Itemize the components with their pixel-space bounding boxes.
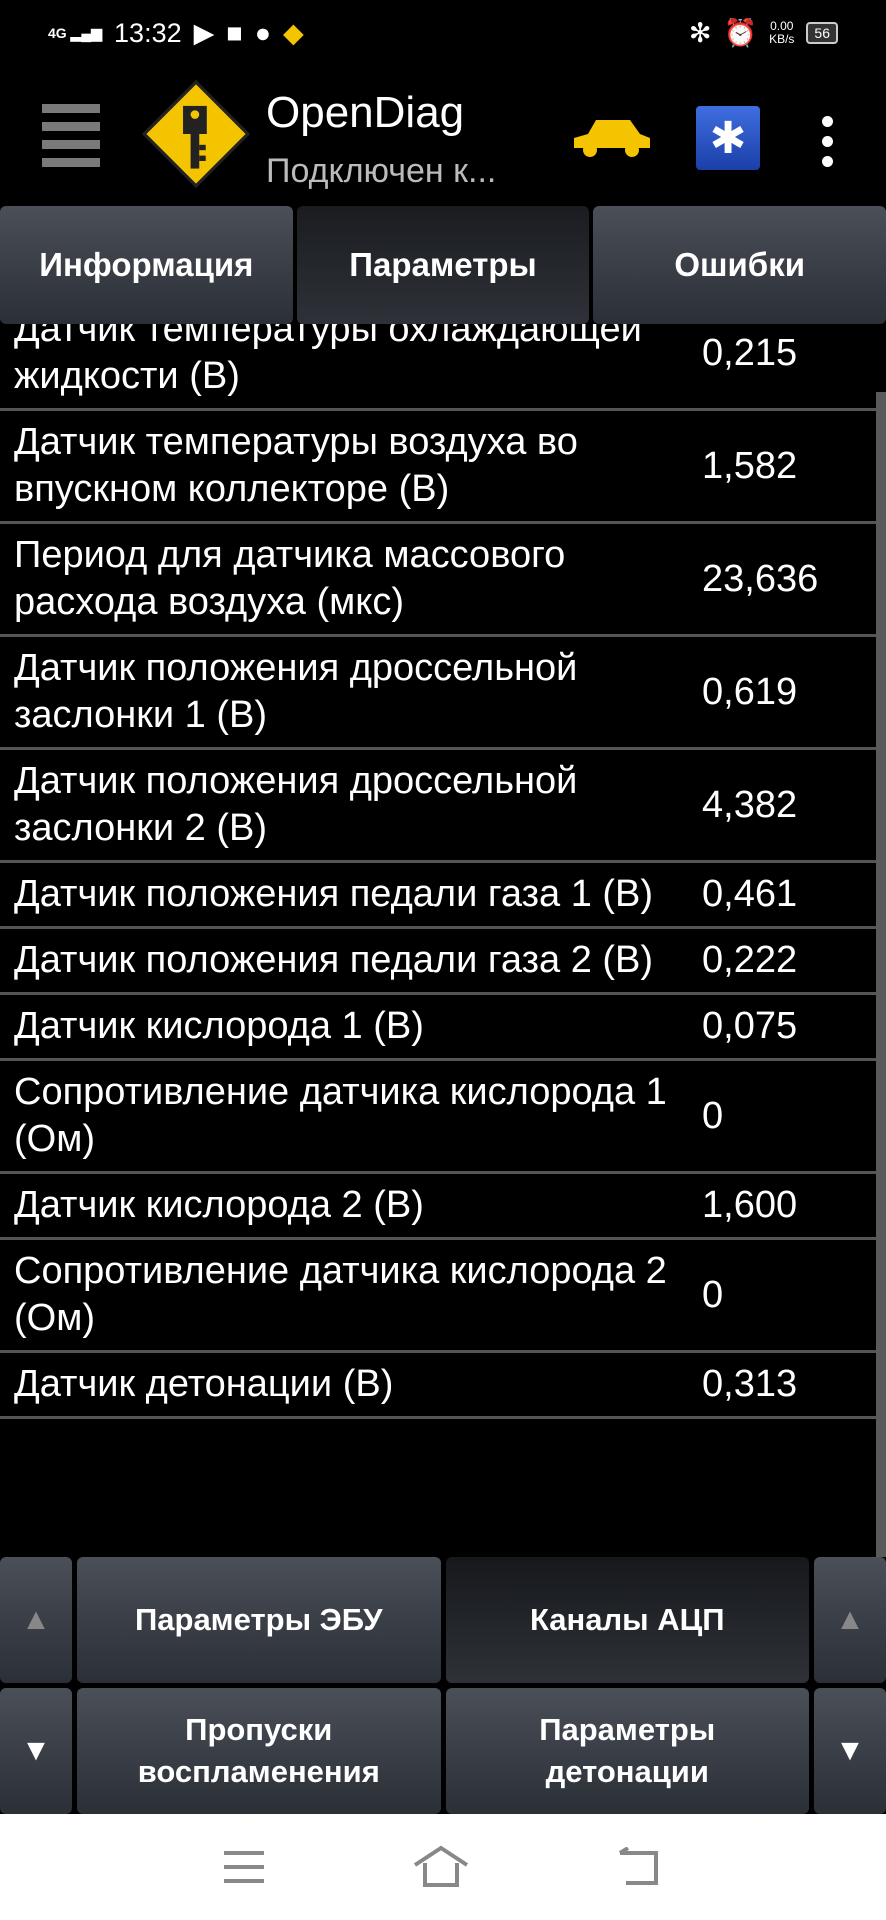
param-value: 0,215 xyxy=(702,331,798,374)
param-label: Сопротивление датчика кислорода 2 (Ом) xyxy=(14,1250,667,1339)
alarm-icon: ⏰ xyxy=(723,18,758,48)
connection-status: Подключен к... xyxy=(266,152,497,190)
param-value: 0,222 xyxy=(702,939,798,981)
param-label: Сопротивление датчика кислорода 1 (Ом) xyxy=(14,1071,667,1160)
ecu-params-button[interactable]: Параметры ЭБУ xyxy=(77,1557,441,1683)
opendiag-notification-icon: ◆ xyxy=(283,17,304,48)
app-title: OpenDiag xyxy=(266,88,465,137)
param-row[interactable]: Датчик кислорода 1 (В) 0,075 xyxy=(0,995,876,1061)
param-value: 0,075 xyxy=(702,1005,798,1047)
param-value: 0 xyxy=(702,1094,724,1137)
adc-channels-button[interactable]: Каналы АЦП xyxy=(445,1557,809,1683)
param-label: Датчик положения дроссельной заслонки 2 … xyxy=(14,760,578,849)
scroll-up-left-button[interactable]: ▲ xyxy=(0,1557,72,1683)
param-row[interactable]: Датчик положения дроссельной заслонки 2 … xyxy=(0,750,876,863)
param-value: 4,382 xyxy=(702,783,798,826)
param-row[interactable]: Датчик положения дроссельной заслонки 1 … xyxy=(0,637,876,750)
param-value: 0,619 xyxy=(702,670,798,713)
tab-errors[interactable]: Ошибки xyxy=(593,206,886,324)
signal-icon: 4G ▂▄▆ xyxy=(48,25,103,41)
param-row[interactable]: Сопротивление датчика кислорода 1 (Ом) 0 xyxy=(0,1061,876,1174)
more-options-icon[interactable] xyxy=(822,116,834,176)
net-speed: 0.00 xyxy=(770,19,794,33)
scrollbar[interactable] xyxy=(876,392,886,1557)
back-icon[interactable] xyxy=(616,1847,664,1887)
param-label: Датчик положения педали газа 2 (В) xyxy=(14,939,654,981)
bluetooth-icon: ✻ xyxy=(688,17,712,48)
tab-info[interactable]: Информация xyxy=(0,206,293,324)
param-row[interactable]: Датчик положения педали газа 2 (В) 0,222 xyxy=(0,929,876,995)
bluetooth-adapter-icon[interactable]: ✱ xyxy=(696,106,760,170)
bottom-panel: ▲ Параметры ЭБУ Каналы АЦП ▲ ▼ Пропуски … xyxy=(0,1557,886,1814)
app-logo xyxy=(142,80,250,188)
menu-icon[interactable] xyxy=(42,104,100,176)
param-label: Датчик температуры охлаждающей жидкости … xyxy=(14,324,642,397)
param-label: Датчик положения дроссельной заслонки 1 … xyxy=(14,647,578,736)
scroll-down-right-button[interactable]: ▼ xyxy=(814,1688,886,1814)
status-bar: 4G ▂▄▆ 13:32 ▶ ■ ● ◆ ✻ ⏰ 0.00 KB/s 56 xyxy=(0,0,886,66)
scroll-down-left-button[interactable]: ▼ xyxy=(0,1688,72,1814)
scroll-up-right-button[interactable]: ▲ xyxy=(814,1557,886,1683)
param-value: 1,582 xyxy=(702,444,798,487)
misfires-button[interactable]: Пропуски воспламенения xyxy=(77,1688,441,1814)
param-label: Датчик температуры воздуха во впускном к… xyxy=(14,421,578,510)
knock-params-button[interactable]: Параметры детонации xyxy=(445,1688,809,1814)
param-value: 23,636 xyxy=(702,557,819,600)
param-label: Датчик положения педали газа 1 (В) xyxy=(14,873,654,915)
param-value: 1,600 xyxy=(702,1184,798,1226)
youtube-icon: ▶ xyxy=(193,17,215,48)
param-row[interactable]: Датчик кислорода 2 (В) 1,600 xyxy=(0,1174,876,1240)
param-label: Датчик кислорода 1 (В) xyxy=(14,1005,424,1047)
parameters-list[interactable]: Напряжение бортовой сети (В)13,88Датчик … xyxy=(0,324,876,1557)
net-speed-unit: KB/s xyxy=(769,32,795,46)
param-value: 0,461 xyxy=(702,873,798,915)
home-icon[interactable] xyxy=(411,1845,471,1889)
param-row[interactable]: Сопротивление датчика кислорода 2 (Ом) 0 xyxy=(0,1240,876,1353)
param-row[interactable]: Датчик температуры охлаждающей жидкости … xyxy=(0,324,876,411)
param-label: Период для датчика массового расхода воз… xyxy=(14,534,566,623)
tab-parameters[interactable]: Параметры xyxy=(296,206,590,324)
camera-icon: ■ xyxy=(226,17,243,48)
param-value: 0 xyxy=(702,1273,724,1316)
param-label: Датчик детонации (В) xyxy=(14,1363,394,1405)
param-row[interactable]: Период для датчика массового расхода воз… xyxy=(0,524,876,637)
param-row[interactable]: Датчик детонации (В) 0,313 xyxy=(0,1353,876,1419)
recents-icon[interactable] xyxy=(222,1849,266,1885)
param-value: 0,313 xyxy=(702,1363,798,1405)
param-row[interactable]: Датчик положения педали газа 1 (В) 0,461 xyxy=(0,863,876,929)
car-icon[interactable] xyxy=(570,114,652,162)
app-bar: OpenDiag Подключен к... ✱ xyxy=(0,66,886,206)
main-tabs: Информация Параметры Ошибки xyxy=(0,206,886,324)
clock: 13:32 xyxy=(114,17,182,48)
system-nav-bar xyxy=(0,1814,886,1920)
leaf-icon: ● xyxy=(254,17,271,48)
param-label: Датчик кислорода 2 (В) xyxy=(14,1184,424,1226)
battery-icon: 56 xyxy=(806,22,838,44)
param-row[interactable]: Датчик температуры воздуха во впускном к… xyxy=(0,411,876,524)
